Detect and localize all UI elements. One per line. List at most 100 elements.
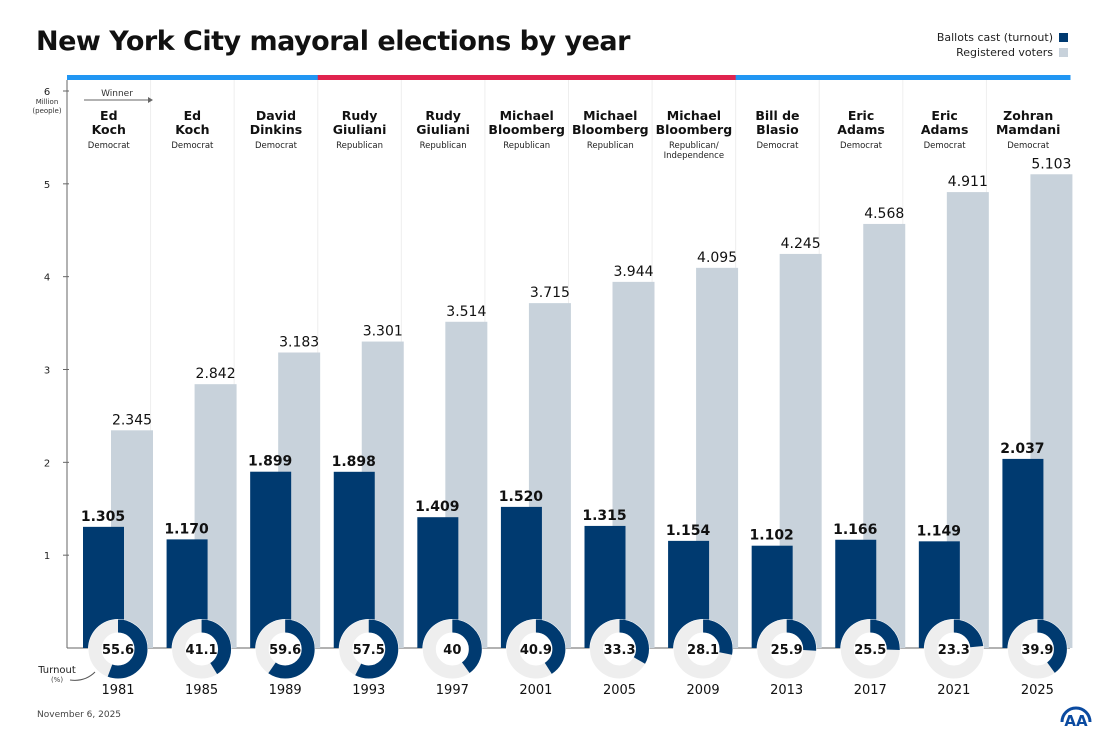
bar-label-registered: 3.944 bbox=[613, 264, 653, 280]
year-label: 1993 bbox=[352, 683, 385, 698]
turnout-value: 23.3 bbox=[938, 643, 970, 658]
year-label: 1989 bbox=[269, 683, 302, 698]
party-bar-segment bbox=[67, 75, 152, 80]
year-label: 2025 bbox=[1021, 683, 1054, 698]
bar-label-ballots: 1.170 bbox=[164, 521, 209, 537]
party-bar-segment bbox=[401, 75, 486, 80]
winner-name: Rudy bbox=[342, 108, 378, 123]
turnout-value: 41.1 bbox=[186, 643, 218, 658]
donut-turnout-arc bbox=[1007, 619, 1067, 679]
legend-registered-swatch bbox=[1059, 48, 1068, 57]
winner-name: Ed bbox=[184, 108, 202, 123]
winner-name: Dinkins bbox=[250, 122, 303, 137]
y-tick-label: 4 bbox=[44, 273, 50, 284]
winner-name: Ed bbox=[100, 108, 118, 123]
chart-title: New York City mayoral elections by year bbox=[36, 26, 630, 57]
turnout-value: 39.9 bbox=[1021, 643, 1053, 658]
winner-name: Adams bbox=[921, 122, 969, 137]
bar-label-ballots: 1.899 bbox=[248, 454, 292, 470]
bar-label-registered: 3.715 bbox=[530, 285, 570, 301]
aa-logo-arc bbox=[1060, 706, 1092, 723]
winner-label: Winner bbox=[101, 89, 133, 99]
winner-name: Michael bbox=[583, 108, 637, 123]
bar-label-registered: 2.345 bbox=[112, 412, 152, 428]
turnout-value: 59.6 bbox=[269, 643, 301, 658]
bar-label-ballots: 1.166 bbox=[833, 522, 877, 538]
winner-party: Republican bbox=[587, 141, 634, 151]
winner-name: Adams bbox=[837, 122, 885, 137]
year-label: 2005 bbox=[603, 683, 636, 698]
bar-label-ballots: 1.520 bbox=[499, 489, 544, 505]
winner-name: Koch bbox=[175, 122, 209, 137]
donut-turnout-arc bbox=[840, 619, 900, 679]
winner-party: Independence bbox=[664, 151, 724, 161]
year-label: 2001 bbox=[519, 683, 552, 698]
date-label: November 6, 2025 bbox=[37, 710, 122, 720]
winner-party: Democrat bbox=[255, 141, 298, 151]
y-axis-label: Million bbox=[36, 98, 59, 106]
donut-turnout-arc bbox=[339, 619, 399, 679]
turnout-value: 25.5 bbox=[854, 643, 886, 658]
bar-label-registered: 4.911 bbox=[948, 174, 988, 190]
party-bar-segment bbox=[652, 75, 737, 80]
winner-party: Democrat bbox=[840, 141, 883, 151]
turnout-value: 40.9 bbox=[520, 643, 552, 658]
party-bar-segment bbox=[234, 75, 319, 80]
legend-ballots-swatch bbox=[1059, 33, 1068, 42]
donut-turnout-arc bbox=[88, 619, 148, 679]
winner-name: Eric bbox=[848, 108, 874, 123]
turnout-value: 25.9 bbox=[771, 643, 803, 658]
legend-ballots: Ballots cast (turnout) bbox=[937, 31, 1068, 44]
donut-turnout-arc bbox=[673, 619, 733, 679]
aa-logo: AA bbox=[1064, 712, 1088, 730]
turnout-value: 40 bbox=[443, 643, 461, 658]
turnout-value: 57.5 bbox=[353, 643, 385, 658]
bar-ballots bbox=[250, 471, 292, 648]
year-label: 2017 bbox=[854, 683, 887, 698]
bar-label-registered: 3.183 bbox=[279, 335, 319, 351]
turnout-value: 33.3 bbox=[603, 643, 635, 658]
bar-label-ballots: 1.102 bbox=[750, 528, 794, 544]
y-tick-label: 3 bbox=[44, 366, 50, 377]
donut-turnout-arc bbox=[172, 619, 232, 679]
winner-party: Democrat bbox=[1007, 141, 1050, 151]
winner-party: Republican bbox=[503, 141, 550, 151]
year-label: 1981 bbox=[101, 683, 134, 698]
winner-party: Republican bbox=[336, 141, 383, 151]
bar-label-ballots: 1.154 bbox=[666, 523, 711, 539]
y-tick-label: 1 bbox=[44, 551, 50, 562]
bar-label-ballots: 1.898 bbox=[332, 454, 376, 470]
bar-label-ballots: 1.305 bbox=[81, 509, 125, 525]
party-bar-segment bbox=[819, 75, 904, 80]
donut-turnout-arc bbox=[757, 619, 817, 679]
winner-party: Democrat bbox=[171, 141, 214, 151]
year-label: 2021 bbox=[937, 683, 970, 698]
party-bar-segment bbox=[902, 75, 987, 80]
bar-label-registered: 3.514 bbox=[446, 304, 486, 320]
bar-label-ballots: 1.409 bbox=[415, 499, 459, 515]
winner-name: Michael bbox=[667, 108, 721, 123]
winner-name: David bbox=[256, 108, 296, 123]
bar-label-ballots: 1.315 bbox=[582, 508, 626, 524]
y-tick-label: 5 bbox=[44, 180, 50, 191]
winner-name: Zohran bbox=[1003, 108, 1053, 123]
winner-party: Republican bbox=[420, 141, 467, 151]
bar-label-registered: 4.095 bbox=[697, 250, 737, 266]
y-tick-label: 6 bbox=[44, 87, 50, 98]
bar-label-registered: 5.103 bbox=[1031, 156, 1071, 172]
donut-turnout-arc bbox=[506, 619, 566, 679]
winner-party: Democrat bbox=[924, 141, 967, 151]
winner-name: Bloomberg bbox=[572, 122, 649, 137]
legend-ballots-label: Ballots cast (turnout) bbox=[936, 31, 1053, 44]
bar-label-registered: 3.301 bbox=[363, 324, 403, 340]
winner-name: Bloomberg bbox=[488, 122, 565, 137]
bar-label-ballots: 1.149 bbox=[917, 523, 961, 539]
bar-label-registered: 2.842 bbox=[196, 366, 236, 382]
winner-name: Blasio bbox=[756, 122, 799, 137]
winner-name: Bloomberg bbox=[656, 122, 733, 137]
winner-name: Bill de bbox=[755, 108, 799, 123]
bar-label-registered: 4.568 bbox=[864, 206, 904, 222]
turnout-value: 55.6 bbox=[102, 643, 134, 658]
turnout-label: Turnout bbox=[37, 665, 76, 676]
